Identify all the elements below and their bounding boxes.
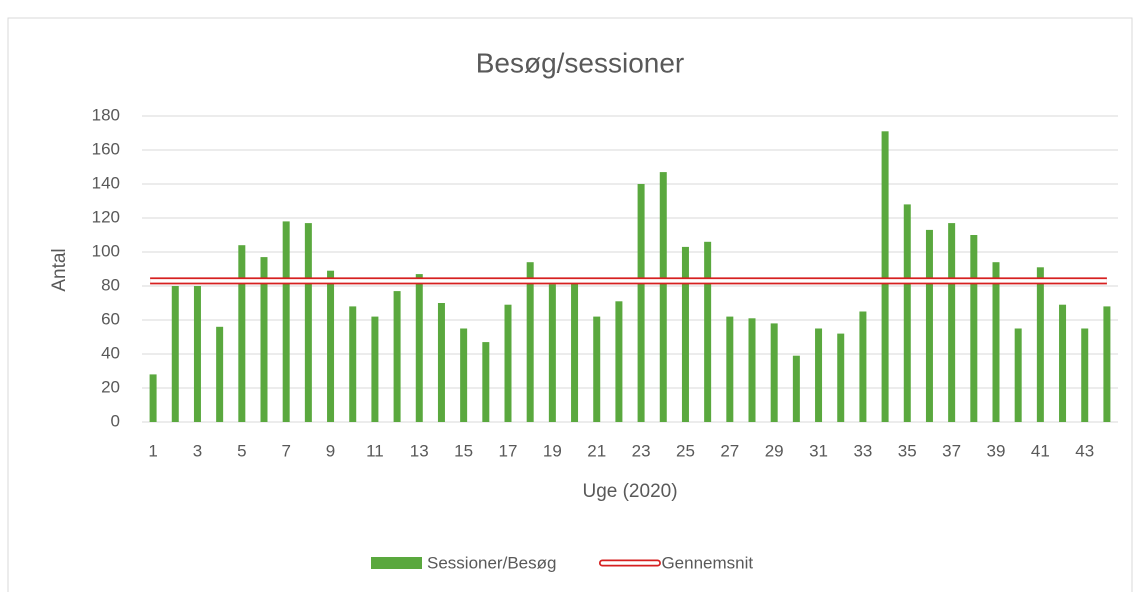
bar [571, 277, 579, 422]
bar [548, 284, 556, 422]
bar [482, 342, 490, 422]
bar [526, 262, 534, 422]
bar [659, 172, 667, 422]
x-axis-title: Uge (2020) [582, 481, 677, 502]
x-tick-label: 41 [1031, 441, 1050, 460]
x-tick-label: 13 [410, 441, 429, 460]
bar [726, 316, 734, 422]
bar [1081, 328, 1089, 422]
x-tick-label: 5 [237, 441, 246, 460]
legend-label: Gennemsnit [661, 553, 753, 572]
bar [992, 262, 1000, 422]
bar [837, 333, 845, 422]
bar [371, 316, 379, 422]
bar [593, 316, 601, 422]
y-axis-title: Antal [49, 248, 70, 291]
bar [460, 328, 468, 422]
bar [925, 229, 933, 422]
x-tick-label: 23 [632, 441, 651, 460]
bar [770, 323, 778, 422]
bar [393, 291, 401, 422]
y-tick-label: 140 [92, 173, 120, 192]
bar [792, 355, 800, 422]
x-tick-label: 17 [499, 441, 518, 460]
x-tick-label: 21 [587, 441, 606, 460]
y-tick-label: 40 [101, 343, 120, 362]
bar [349, 306, 357, 422]
bar [149, 374, 157, 422]
x-tick-label: 39 [987, 441, 1006, 460]
bar [238, 245, 246, 422]
x-tick-label: 19 [543, 441, 562, 460]
y-tick-label: 60 [101, 309, 120, 328]
y-tick-label: 180 [92, 105, 120, 124]
bar [1036, 267, 1044, 422]
y-tick-label: 20 [101, 377, 120, 396]
x-tick-label: 25 [676, 441, 695, 460]
x-tick-label: 15 [454, 441, 473, 460]
x-tick-label: 7 [281, 441, 290, 460]
bar [327, 270, 335, 422]
x-tick-label: 3 [193, 441, 202, 460]
y-tick-label: 120 [92, 207, 120, 226]
chart-title: Besøg/sessioner [476, 47, 685, 78]
bar [1103, 306, 1111, 422]
x-tick-label: 31 [809, 441, 828, 460]
x-tick-label: 9 [326, 441, 335, 460]
bar [748, 318, 756, 422]
x-tick-label: 33 [853, 441, 872, 460]
bar [282, 221, 290, 422]
bar [681, 246, 689, 422]
y-tick-label: 0 [111, 411, 120, 430]
bar [881, 131, 889, 423]
bar [1014, 328, 1022, 422]
x-tick-label: 29 [765, 441, 784, 460]
bar [304, 223, 312, 422]
x-tick-label: 1 [148, 441, 157, 460]
x-tick-label: 11 [366, 441, 384, 460]
bar [859, 311, 867, 422]
bar [637, 184, 645, 422]
x-tick-label: 27 [720, 441, 739, 460]
bar [903, 204, 911, 422]
bar [1059, 304, 1067, 422]
x-tick-label: 37 [942, 441, 961, 460]
bar [615, 301, 623, 422]
bar [970, 235, 978, 422]
x-tick-label: 35 [898, 441, 917, 460]
bar [437, 303, 445, 422]
legend-swatch [371, 557, 422, 569]
x-tick-label: 43 [1075, 441, 1094, 460]
bar [704, 241, 712, 422]
bar [948, 223, 956, 422]
bar [815, 328, 823, 422]
y-tick-label: 160 [92, 139, 120, 158]
y-tick-label: 100 [92, 241, 120, 260]
bar [216, 326, 224, 422]
legend-label: Sessioner/Besøg [427, 553, 556, 572]
bar [260, 257, 268, 422]
bar [504, 304, 512, 422]
bar [171, 286, 179, 422]
bar [193, 286, 201, 422]
y-tick-label: 80 [101, 275, 120, 294]
bar [415, 274, 423, 422]
